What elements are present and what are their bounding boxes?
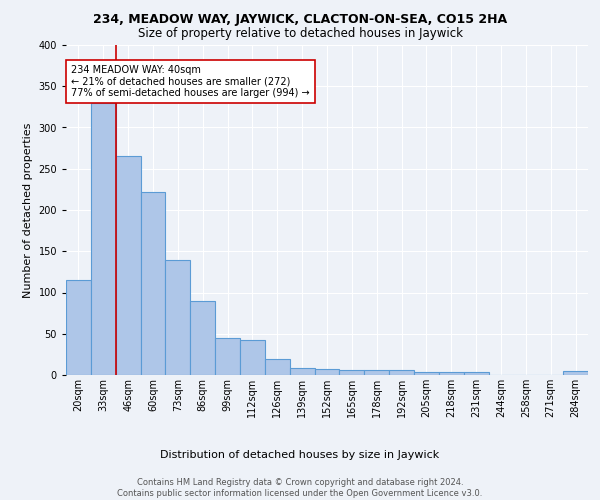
Bar: [91, 103, 116, 375]
Bar: [190, 300, 215, 375]
Text: Size of property relative to detached houses in Jaywick: Size of property relative to detached ho…: [137, 28, 463, 40]
Bar: [563, 371, 588, 375]
Bar: [116, 156, 140, 375]
Bar: [140, 192, 166, 375]
Bar: [464, 372, 488, 375]
Bar: [314, 369, 340, 375]
Bar: [340, 370, 364, 375]
Bar: [389, 370, 414, 375]
Text: 234 MEADOW WAY: 40sqm
← 21% of detached houses are smaller (272)
77% of semi-det: 234 MEADOW WAY: 40sqm ← 21% of detached …: [71, 65, 310, 98]
Bar: [439, 372, 464, 375]
Bar: [364, 370, 389, 375]
Bar: [240, 340, 265, 375]
Text: Contains HM Land Registry data © Crown copyright and database right 2024.
Contai: Contains HM Land Registry data © Crown c…: [118, 478, 482, 498]
Bar: [215, 338, 240, 375]
Y-axis label: Number of detached properties: Number of detached properties: [23, 122, 33, 298]
Text: Distribution of detached houses by size in Jaywick: Distribution of detached houses by size …: [160, 450, 440, 460]
Bar: [66, 280, 91, 375]
Bar: [290, 368, 314, 375]
Bar: [166, 260, 190, 375]
Text: 234, MEADOW WAY, JAYWICK, CLACTON-ON-SEA, CO15 2HA: 234, MEADOW WAY, JAYWICK, CLACTON-ON-SEA…: [93, 12, 507, 26]
Bar: [265, 358, 290, 375]
Bar: [414, 372, 439, 375]
